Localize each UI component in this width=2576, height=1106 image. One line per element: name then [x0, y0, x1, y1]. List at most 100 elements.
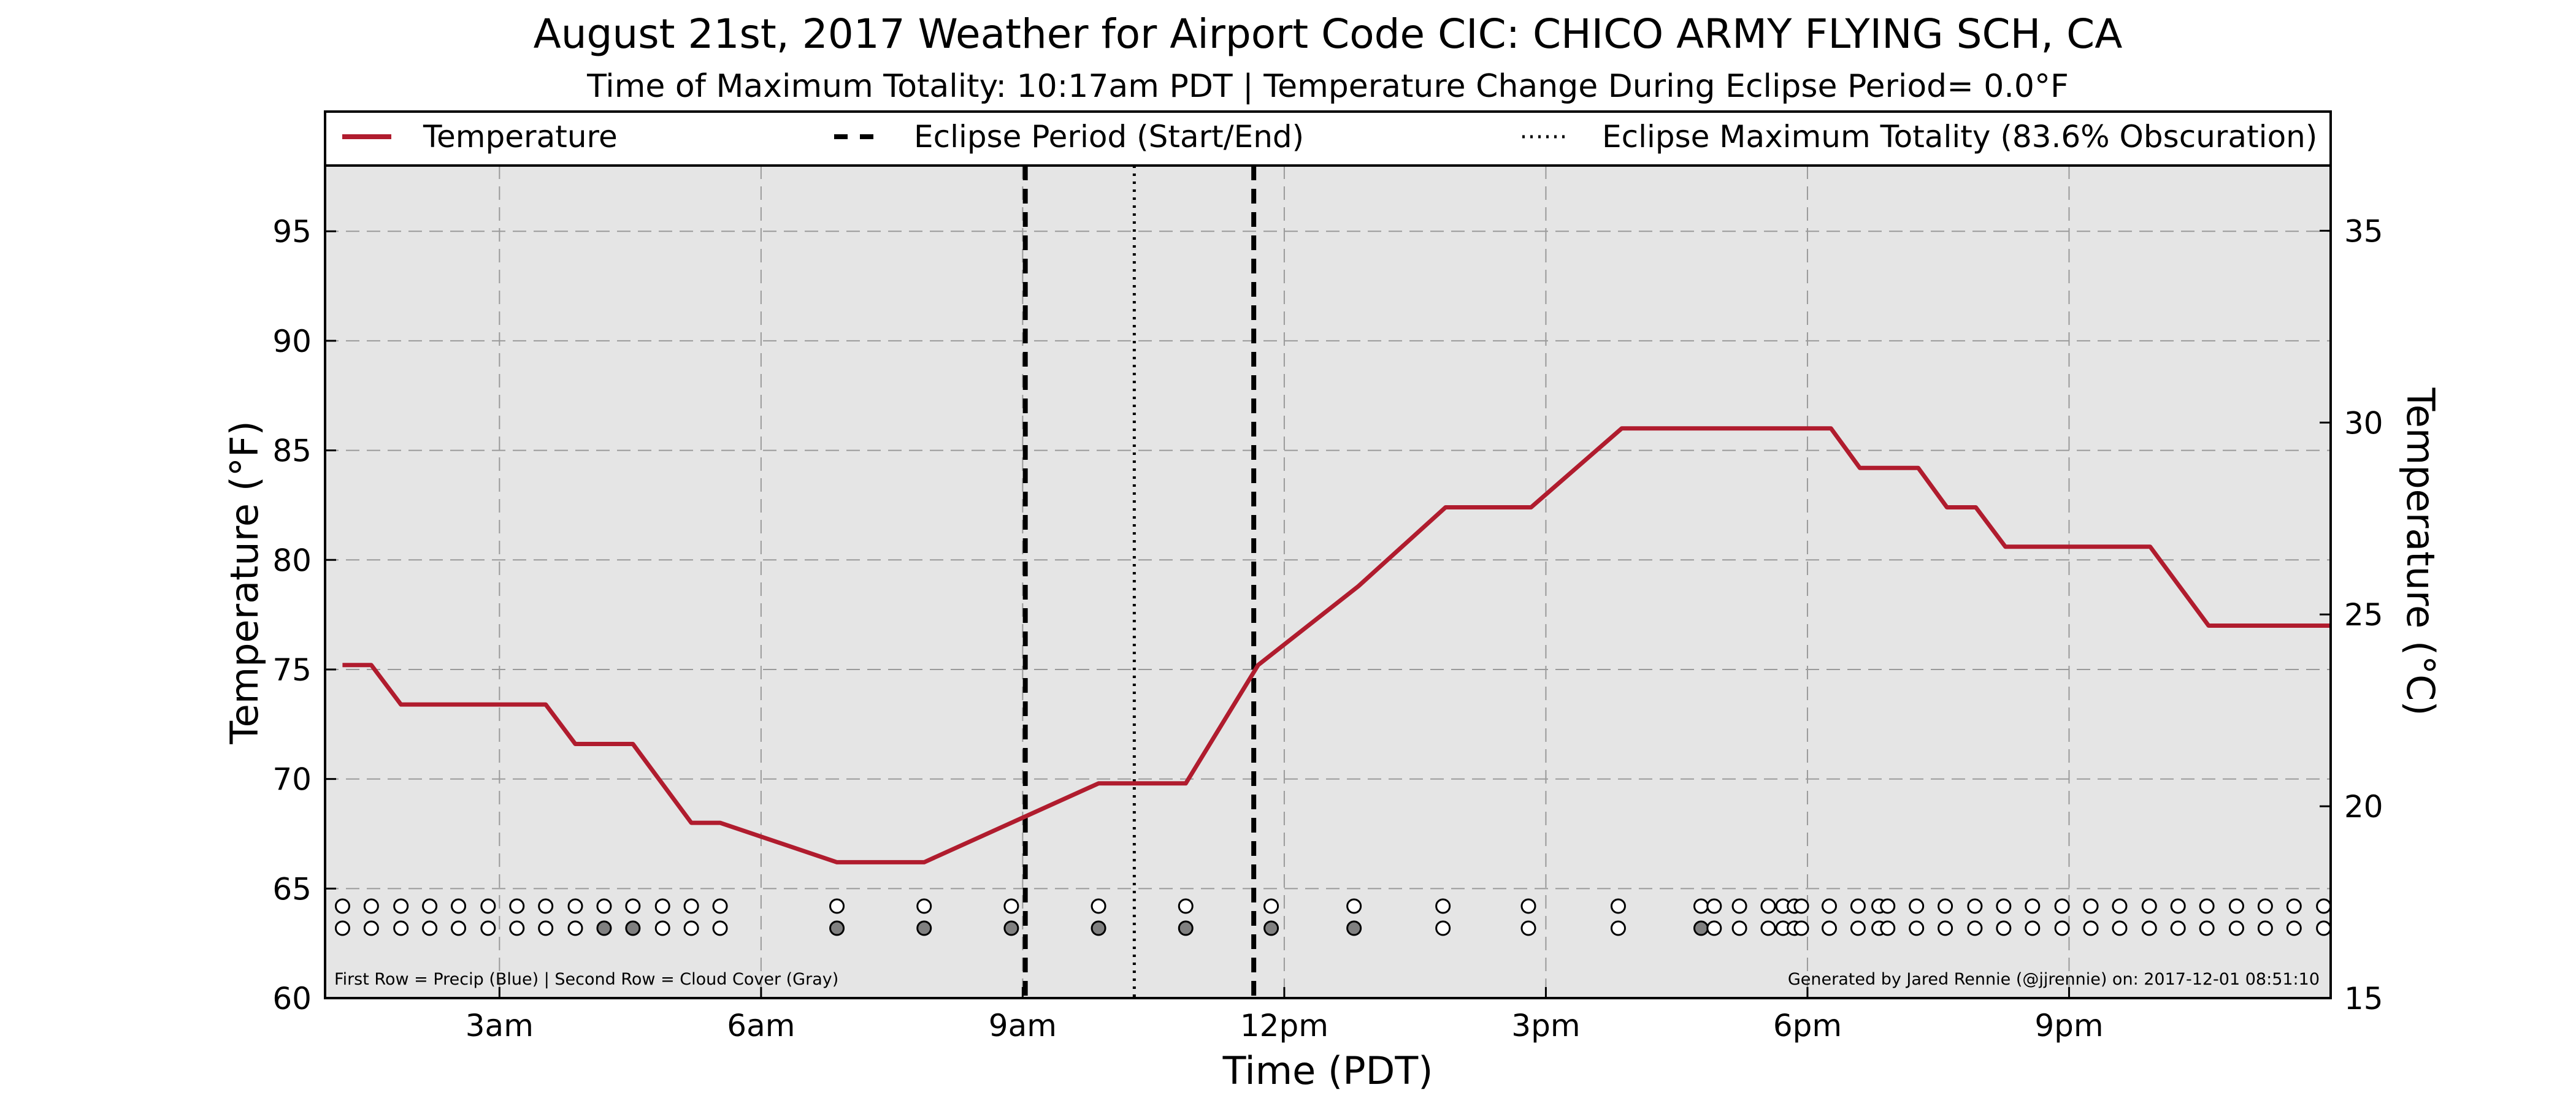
y-tick-label: 90: [272, 324, 312, 359]
cloud-cover-marker: [480, 920, 496, 936]
precip-marker: [334, 898, 350, 914]
precip-marker: [1003, 898, 1019, 914]
cloud-cover-marker: [2112, 920, 2128, 936]
cloud-cover-marker: [2316, 920, 2332, 936]
cloud-cover-marker: [1938, 920, 1953, 936]
precip-marker: [596, 898, 612, 914]
cloud-cover-marker: [1520, 920, 1536, 936]
precip-marker: [1996, 898, 2012, 914]
y-tick-label: 80: [272, 543, 312, 578]
precip-marker: [480, 898, 496, 914]
footnote-left: First Row = Precip (Blue) | Second Row =…: [334, 970, 838, 989]
precip-marker: [712, 898, 728, 914]
y-right-tick-label: 25: [2344, 597, 2383, 633]
cloud-cover-marker: [625, 920, 641, 936]
temperature-line: [342, 426, 2331, 864]
precip-marker: [422, 898, 438, 914]
precip-marker: [2141, 898, 2157, 914]
cloud-cover-marker: [916, 920, 932, 936]
x-tick-label: 6am: [727, 1008, 795, 1043]
cloud-cover-marker: [393, 920, 409, 936]
x-tick-label: 9pm: [2034, 1008, 2103, 1043]
x-axis-ticks: 3am 6am 9am 12pm 3pm 6pm 9pm: [466, 987, 2104, 1043]
cloud-cover-marker: [1996, 920, 2012, 936]
precip-marker: [2170, 898, 2186, 914]
cloud-cover-marker: [829, 920, 845, 936]
y-axis-label-right: Temperature (°C): [2398, 387, 2443, 715]
eclipse-markers: [1022, 166, 1257, 998]
cloud-cover-marker: [2054, 920, 2070, 936]
precip-marker: [1822, 898, 1837, 914]
cloud-cover-marker: [1091, 920, 1106, 936]
cloud-cover-marker: [422, 920, 438, 936]
precip-marker: [1346, 898, 1362, 914]
precip-marker: [683, 898, 699, 914]
cloud-cover-marker: [1731, 920, 1747, 936]
precip-marker: [2257, 898, 2273, 914]
y-tick-label: 70: [272, 762, 312, 798]
y-axis-label-left: Temperature (°F): [222, 421, 267, 744]
cloud-cover-marker: [538, 920, 554, 936]
x-tick-label: 6pm: [1773, 1008, 1842, 1043]
precip-marker: [1850, 898, 1866, 914]
precip-marker: [1706, 898, 1722, 914]
precip-marker: [2025, 898, 2041, 914]
precip-marker: [1967, 898, 1983, 914]
precip-marker: [2228, 898, 2244, 914]
precip-marker: [451, 898, 467, 914]
cloud-cover-marker: [2257, 920, 2273, 936]
y-right-tick-label: 20: [2344, 789, 2383, 825]
cloud-cover-marker: [1850, 920, 1866, 936]
precip-marker: [1435, 898, 1451, 914]
cloud-cover-marker: [2286, 920, 2302, 936]
legend-eclipse-max-label: Eclipse Maximum Totality (83.6% Obscurat…: [1602, 119, 2317, 154]
cloud-cover-marker: [1760, 920, 1776, 936]
cloud-cover-marker: [1610, 920, 1626, 936]
cloud-cover-marker: [1263, 920, 1279, 936]
precip-marker: [654, 898, 670, 914]
y-axis-left-ticks: 60 65 70 75 80 85 90 95: [272, 214, 336, 1016]
x-axis-label: Time (PDT): [1222, 1048, 1433, 1093]
cloud-cover-marker: [567, 920, 583, 936]
precip-marker: [538, 898, 554, 914]
precip-marker: [509, 898, 525, 914]
cloud-cover-marker: [1003, 920, 1019, 936]
cloud-cover-marker: [363, 920, 379, 936]
cloud-cover-marker: [509, 920, 525, 936]
precip-marker: [1880, 898, 1896, 914]
y-tick-label: 60: [272, 981, 312, 1016]
precip-marker: [2083, 898, 2099, 914]
precip-marker: [625, 898, 641, 914]
y-tick-label: 85: [272, 433, 312, 469]
plot-background: [325, 166, 2331, 998]
precip-marker: [1610, 898, 1626, 914]
legend: Temperature Eclipse Period (Start/End) E…: [324, 110, 2332, 167]
precip-marker: [1793, 898, 1809, 914]
cloud-cover-marker: [334, 920, 350, 936]
legend-box: [324, 110, 2332, 167]
observation-markers: [334, 898, 2332, 936]
cloud-cover-marker: [1967, 920, 1983, 936]
precip-marker: [2286, 898, 2302, 914]
temperature-series: [342, 426, 2331, 864]
precip-marker: [1731, 898, 1747, 914]
precip-marker: [1178, 898, 1194, 914]
legend-temperature-label: Temperature: [423, 119, 618, 154]
precip-marker: [393, 898, 409, 914]
y-right-tick-label: 35: [2344, 213, 2383, 249]
precip-marker: [829, 898, 845, 914]
cloud-cover-marker: [451, 920, 467, 936]
precip-marker: [567, 898, 583, 914]
precip-marker: [2316, 898, 2332, 914]
cloud-cover-marker: [654, 920, 670, 936]
precip-marker: [1520, 898, 1536, 914]
cloud-cover-marker: [1880, 920, 1896, 936]
chart-title: August 21st, 2017 Weather for Airport Co…: [534, 10, 2123, 58]
cloud-cover-marker: [1346, 920, 1362, 936]
cloud-cover-marker: [1178, 920, 1194, 936]
precip-marker: [2199, 898, 2215, 914]
cloud-cover-marker: [2025, 920, 2041, 936]
precip-marker: [916, 898, 932, 914]
